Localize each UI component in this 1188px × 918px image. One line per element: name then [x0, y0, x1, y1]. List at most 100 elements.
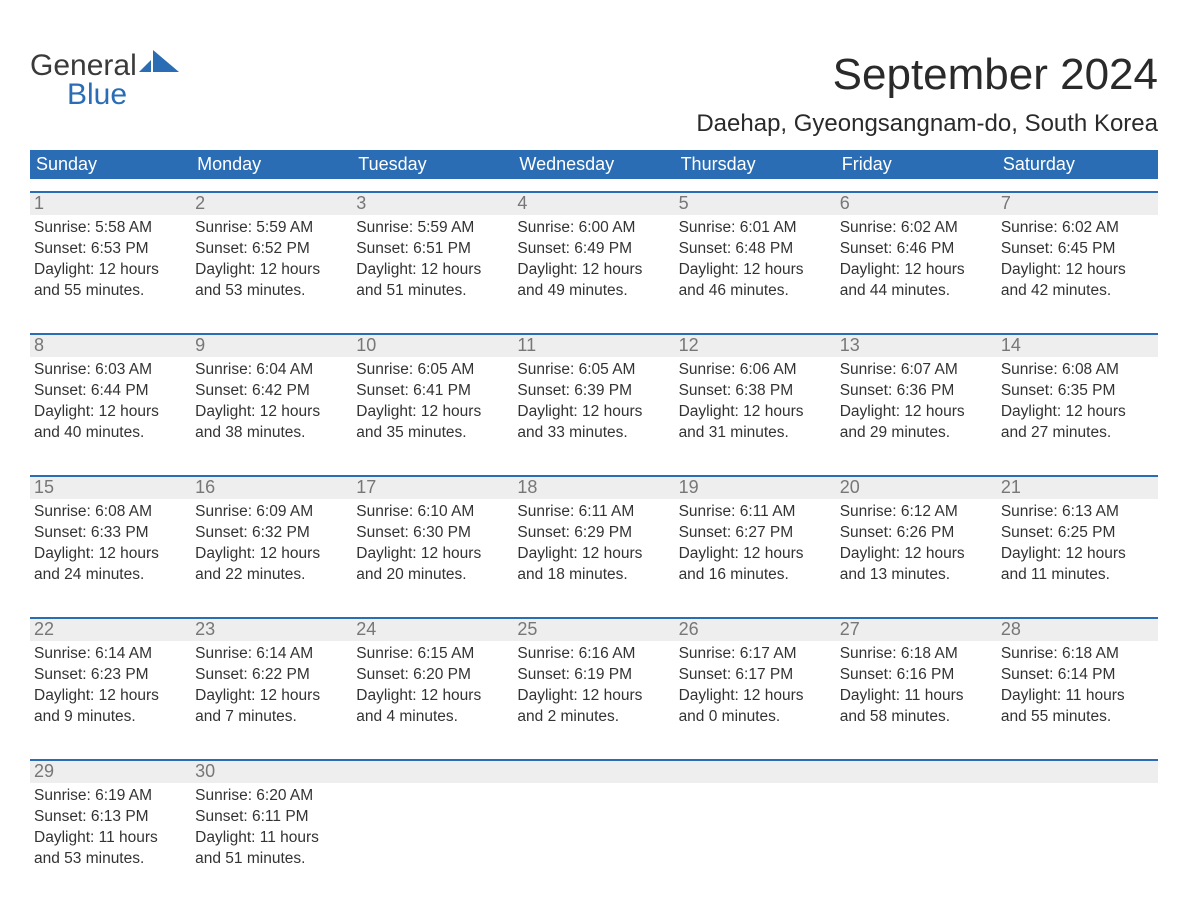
sunset-line: Sunset: 6:29 PM	[517, 523, 670, 544]
day-number: 3	[352, 193, 513, 215]
day-cell: 29Sunrise: 6:19 AMSunset: 6:13 PMDayligh…	[30, 761, 191, 889]
sunrise-line: Sunrise: 6:00 AM	[517, 218, 670, 239]
daylight-line: Daylight: 12 hours and 2 minutes.	[517, 686, 670, 728]
day-cell: 9Sunrise: 6:04 AMSunset: 6:42 PMDaylight…	[191, 335, 352, 463]
day-number: 27	[836, 619, 997, 641]
daylight-line: Daylight: 12 hours and 0 minutes.	[679, 686, 832, 728]
day-number: 13	[836, 335, 997, 357]
daylight-line: Daylight: 12 hours and 24 minutes.	[34, 544, 187, 586]
sunrise-line: Sunrise: 6:20 AM	[195, 786, 348, 807]
sunset-line: Sunset: 6:52 PM	[195, 239, 348, 260]
sunset-line: Sunset: 6:20 PM	[356, 665, 509, 686]
sunset-line: Sunset: 6:38 PM	[679, 381, 832, 402]
sunrise-line: Sunrise: 6:06 AM	[679, 360, 832, 381]
day-number: 16	[191, 477, 352, 499]
daylight-line: Daylight: 12 hours and 46 minutes.	[679, 260, 832, 302]
daylight-line: Daylight: 12 hours and 40 minutes.	[34, 402, 187, 444]
sunrise-line: Sunrise: 6:07 AM	[840, 360, 993, 381]
day-number: 23	[191, 619, 352, 641]
day-cell: .	[513, 761, 674, 889]
sunset-line: Sunset: 6:48 PM	[679, 239, 832, 260]
sunrise-line: Sunrise: 6:15 AM	[356, 644, 509, 665]
day-body: Sunrise: 5:58 AMSunset: 6:53 PMDaylight:…	[30, 215, 191, 305]
day-body: Sunrise: 6:12 AMSunset: 6:26 PMDaylight:…	[836, 499, 997, 589]
sunset-line: Sunset: 6:46 PM	[840, 239, 993, 260]
daylight-line: Daylight: 12 hours and 44 minutes.	[840, 260, 993, 302]
sunset-line: Sunset: 6:35 PM	[1001, 381, 1154, 402]
sunset-line: Sunset: 6:51 PM	[356, 239, 509, 260]
day-header-monday: Monday	[191, 150, 352, 179]
day-number: 9	[191, 335, 352, 357]
daylight-line: Daylight: 12 hours and 16 minutes.	[679, 544, 832, 586]
day-cell: 1Sunrise: 5:58 AMSunset: 6:53 PMDaylight…	[30, 193, 191, 321]
sunrise-line: Sunrise: 5:58 AM	[34, 218, 187, 239]
day-body: Sunrise: 6:18 AMSunset: 6:14 PMDaylight:…	[997, 641, 1158, 731]
week-row: 15Sunrise: 6:08 AMSunset: 6:33 PMDayligh…	[30, 475, 1158, 605]
sunset-line: Sunset: 6:26 PM	[840, 523, 993, 544]
week-row: 8Sunrise: 6:03 AMSunset: 6:44 PMDaylight…	[30, 333, 1158, 463]
sunrise-line: Sunrise: 6:14 AM	[195, 644, 348, 665]
sunset-line: Sunset: 6:49 PM	[517, 239, 670, 260]
sunset-line: Sunset: 6:30 PM	[356, 523, 509, 544]
day-cell: 26Sunrise: 6:17 AMSunset: 6:17 PMDayligh…	[675, 619, 836, 747]
calendar: Sunday Monday Tuesday Wednesday Thursday…	[30, 150, 1158, 889]
day-body: Sunrise: 6:03 AMSunset: 6:44 PMDaylight:…	[30, 357, 191, 447]
day-header-saturday: Saturday	[997, 150, 1158, 179]
day-number: 6	[836, 193, 997, 215]
day-number: 30	[191, 761, 352, 783]
day-cell: .	[352, 761, 513, 889]
sunset-line: Sunset: 6:23 PM	[34, 665, 187, 686]
day-number: 4	[513, 193, 674, 215]
day-body: Sunrise: 6:02 AMSunset: 6:46 PMDaylight:…	[836, 215, 997, 305]
sunset-line: Sunset: 6:27 PM	[679, 523, 832, 544]
daylight-line: Daylight: 12 hours and 35 minutes.	[356, 402, 509, 444]
day-number: 15	[30, 477, 191, 499]
sunrise-line: Sunrise: 6:16 AM	[517, 644, 670, 665]
sunset-line: Sunset: 6:33 PM	[34, 523, 187, 544]
day-number: 28	[997, 619, 1158, 641]
logo: General Blue	[30, 48, 179, 110]
day-cell: 20Sunrise: 6:12 AMSunset: 6:26 PMDayligh…	[836, 477, 997, 605]
sunset-line: Sunset: 6:13 PM	[34, 807, 187, 828]
week-row: 29Sunrise: 6:19 AMSunset: 6:13 PMDayligh…	[30, 759, 1158, 889]
day-number: .	[352, 761, 513, 783]
daylight-line: Daylight: 12 hours and 51 minutes.	[356, 260, 509, 302]
daylight-line: Daylight: 12 hours and 53 minutes.	[195, 260, 348, 302]
day-cell: 4 Sunrise: 6:00 AMSunset: 6:49 PMDaylight…	[513, 193, 674, 321]
day-cell: 21Sunrise: 6:13 AMSunset: 6:25 PMDayligh…	[997, 477, 1158, 605]
week-row: 1Sunrise: 5:58 AMSunset: 6:53 PMDaylight…	[30, 191, 1158, 321]
day-cell: 8Sunrise: 6:03 AMSunset: 6:44 PMDaylight…	[30, 335, 191, 463]
daylight-line: Daylight: 11 hours and 55 minutes.	[1001, 686, 1154, 728]
daylight-line: Daylight: 12 hours and 29 minutes.	[840, 402, 993, 444]
day-cell: 27Sunrise: 6:18 AMSunset: 6:16 PMDayligh…	[836, 619, 997, 747]
sunrise-line: Sunrise: 6:10 AM	[356, 502, 509, 523]
day-body: Sunrise: 6:04 AMSunset: 6:42 PMDaylight:…	[191, 357, 352, 447]
day-number: 26	[675, 619, 836, 641]
sunrise-line: Sunrise: 6:08 AM	[1001, 360, 1154, 381]
day-body: Sunrise: 6:20 AMSunset: 6:11 PMDaylight:…	[191, 783, 352, 873]
day-number: 21	[997, 477, 1158, 499]
sunset-line: Sunset: 6:22 PM	[195, 665, 348, 686]
sunset-line: Sunset: 6:53 PM	[34, 239, 187, 260]
daylight-line: Daylight: 11 hours and 51 minutes.	[195, 828, 348, 870]
day-body: Sunrise: 6:10 AMSunset: 6:30 PMDaylight:…	[352, 499, 513, 589]
daylight-line: Daylight: 12 hours and 31 minutes.	[679, 402, 832, 444]
day-cell: 11Sunrise: 6:05 AMSunset: 6:39 PMDayligh…	[513, 335, 674, 463]
day-number: .	[997, 761, 1158, 783]
day-number: 2	[191, 193, 352, 215]
day-cell: .	[997, 761, 1158, 889]
day-body: Sunrise: 6:14 AMSunset: 6:22 PMDaylight:…	[191, 641, 352, 731]
day-body: Sunrise: 6:08 AMSunset: 6:33 PMDaylight:…	[30, 499, 191, 589]
sunrise-line: Sunrise: 6:18 AM	[1001, 644, 1154, 665]
sunrise-line: Sunrise: 6:04 AM	[195, 360, 348, 381]
sunrise-line: Sunrise: 6:03 AM	[34, 360, 187, 381]
sunrise-line: Sunrise: 6:08 AM	[34, 502, 187, 523]
sunrise-line: Sunrise: 6:09 AM	[195, 502, 348, 523]
day-number: 14	[997, 335, 1158, 357]
day-cell: 14Sunrise: 6:08 AMSunset: 6:35 PMDayligh…	[997, 335, 1158, 463]
day-number: 10	[352, 335, 513, 357]
sunset-line: Sunset: 6:42 PM	[195, 381, 348, 402]
daylight-line: Daylight: 12 hours and 49 minutes.	[517, 260, 670, 302]
day-number: 24	[352, 619, 513, 641]
daylight-line: Daylight: 12 hours and 7 minutes.	[195, 686, 348, 728]
